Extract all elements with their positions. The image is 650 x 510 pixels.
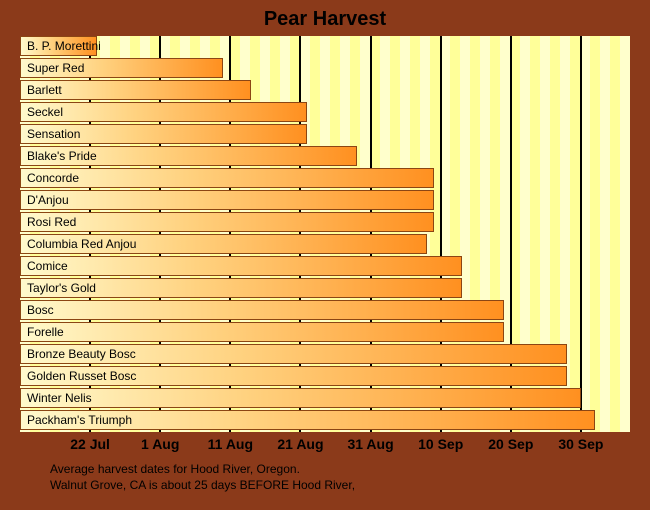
x-tick-label: 1 Aug	[141, 436, 179, 452]
bar: Sensation	[20, 124, 307, 144]
bar-label: Barlett	[27, 83, 62, 97]
bar: Concorde	[20, 168, 434, 188]
x-tick-label: 10 Sep	[418, 436, 463, 452]
caption: Average harvest dates for Hood River, Or…	[50, 462, 355, 493]
bar-label: B. P. Morettini	[27, 39, 101, 53]
bar: Super Red	[20, 58, 223, 78]
bar-label: Comice	[27, 259, 68, 273]
x-axis: 22 Jul 1 Aug 11 Aug 21 Aug 31 Aug 10 Sep 20 Se…	[20, 436, 630, 460]
bar: Winter Nelis	[20, 388, 581, 408]
bar-label: Taylor's Gold	[27, 281, 96, 295]
bar: Golden Russet Bosc	[20, 366, 567, 386]
bar-label: Golden Russet Bosc	[27, 369, 136, 383]
bar: Barlett	[20, 80, 251, 100]
bar: Bronze Beauty Bosc	[20, 344, 567, 364]
x-tick-label: 30 Sep	[558, 436, 603, 452]
bar-label: Blake's Pride	[27, 149, 97, 163]
bar-label: Bronze Beauty Bosc	[27, 347, 136, 361]
bar-label: Columbia Red Anjou	[27, 237, 136, 251]
bar-label: Rosi Red	[27, 215, 76, 229]
bar: Seckel	[20, 102, 307, 122]
bar: Comice	[20, 256, 462, 276]
x-tick-label: 11 Aug	[208, 436, 253, 452]
bar: Bosc	[20, 300, 504, 320]
bar: D'Anjou	[20, 190, 434, 210]
caption-line: Average harvest dates for Hood River, Or…	[50, 462, 355, 478]
bar-label: Sensation	[27, 127, 80, 141]
bar: Columbia Red Anjou	[20, 234, 427, 254]
bar: Packham's Triumph	[20, 410, 595, 430]
chart-container: Pear Harvest B. P. Morettini Super Red Bar…	[0, 0, 650, 510]
x-tick-label: 31 Aug	[347, 436, 393, 452]
bar-label: Bosc	[27, 303, 54, 317]
bar-label: Seckel	[27, 105, 63, 119]
chart-title: Pear Harvest	[0, 0, 650, 35]
bar-label: Packham's Triumph	[27, 413, 132, 427]
bar: B. P. Morettini	[20, 36, 97, 56]
bar-label: Forelle	[27, 325, 64, 339]
x-tick-label: 20 Sep	[488, 436, 533, 452]
bar-label: Concorde	[27, 171, 79, 185]
bars-layer: B. P. Morettini Super Red Barlett Seckel Sen…	[20, 36, 630, 432]
plot-area: B. P. Morettini Super Red Barlett Seckel Sen…	[20, 36, 630, 432]
x-tick-label: 22 Jul	[70, 436, 110, 452]
bar-label: Super Red	[27, 61, 84, 75]
caption-line: Walnut Grove, CA is about 25 days BEFORE…	[50, 478, 355, 494]
x-tick-label: 21 Aug	[277, 436, 323, 452]
bar: Taylor's Gold	[20, 278, 462, 298]
bar: Rosi Red	[20, 212, 434, 232]
bar: Forelle	[20, 322, 504, 342]
bar-label: D'Anjou	[27, 193, 69, 207]
bar: Blake's Pride	[20, 146, 357, 166]
bar-label: Winter Nelis	[27, 391, 92, 405]
